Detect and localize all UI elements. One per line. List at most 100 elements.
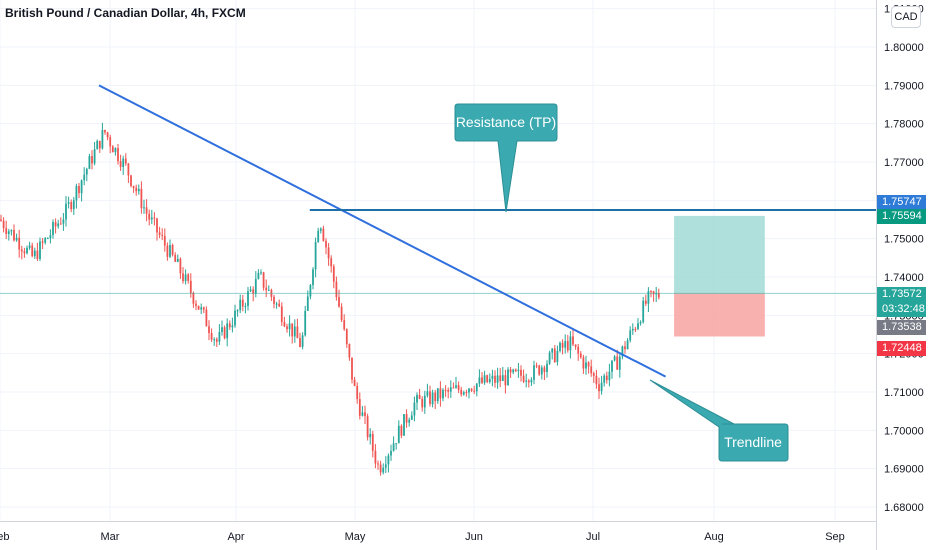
- candle-body: [98, 140, 101, 149]
- candle-body: [460, 389, 463, 395]
- currency-button[interactable]: CAD: [891, 6, 921, 28]
- trendline-callout[interactable]: Trendline: [649, 379, 789, 462]
- candle: [7, 228, 10, 241]
- candle: [486, 374, 489, 384]
- candle-body: [356, 385, 359, 400]
- candle: [444, 385, 447, 397]
- candle-body: [153, 217, 156, 219]
- candle-body: [395, 443, 398, 445]
- candle: [452, 382, 455, 389]
- candle: [171, 243, 174, 257]
- candle-body: [405, 414, 408, 423]
- candle-body: [470, 388, 473, 391]
- candle: [26, 245, 28, 255]
- candle: [416, 392, 418, 411]
- candle-body: [431, 392, 434, 405]
- candle: [512, 368, 515, 375]
- candle-body: [15, 237, 18, 241]
- candle: [46, 237, 49, 240]
- candle-body: [85, 168, 88, 175]
- candle-body: [514, 369, 517, 372]
- candle: [49, 229, 52, 244]
- candle-body: [265, 287, 268, 291]
- candle: [54, 218, 57, 234]
- candle: [595, 369, 598, 389]
- candle-body: [340, 306, 343, 321]
- candle-body: [195, 303, 197, 306]
- candle: [85, 167, 88, 182]
- candle-body: [605, 375, 608, 381]
- candle-body: [254, 278, 257, 294]
- candle: [236, 309, 239, 317]
- chart-title: British Pound / Canadian Dollar, 4h, FXC…: [5, 6, 246, 20]
- x-tick-label: Jun: [465, 531, 483, 543]
- candle: [543, 365, 546, 381]
- candle-body: [192, 292, 195, 304]
- candle: [101, 122, 104, 150]
- candle: [75, 183, 78, 209]
- candle: [566, 334, 569, 353]
- candle-body: [26, 247, 28, 254]
- candle: [585, 355, 587, 375]
- candle: [267, 285, 270, 291]
- candle: [501, 366, 504, 382]
- candle-body: [267, 289, 270, 291]
- y-tick-label: 1.71000: [884, 387, 924, 399]
- candle-body: [483, 375, 486, 383]
- candle: [390, 444, 392, 461]
- candle-body: [200, 307, 203, 310]
- candle-body: [283, 322, 286, 327]
- candle-body: [449, 387, 452, 392]
- candle-body: [286, 326, 288, 330]
- candle-body: [618, 356, 621, 370]
- candle-body: [189, 280, 192, 293]
- candle: [556, 345, 559, 366]
- candle-body: [143, 207, 145, 209]
- callouts[interactable]: Resistance (TP) Trendline: [454, 103, 789, 462]
- candle-body: [639, 322, 642, 324]
- candle: [80, 179, 83, 202]
- candle: [309, 284, 312, 300]
- candle-body: [57, 223, 60, 227]
- candle-body: [137, 188, 140, 192]
- candle-body: [327, 247, 330, 259]
- candle-body: [241, 299, 244, 307]
- candle: [215, 337, 218, 348]
- candle: [130, 174, 132, 188]
- candle: [553, 345, 556, 363]
- candle-body: [10, 230, 13, 232]
- candle-body: [390, 450, 392, 456]
- drawing-lines[interactable]: [0, 84, 876, 378]
- candle-body: [67, 202, 70, 204]
- candle-body: [176, 258, 179, 262]
- x-tick-label: Mar: [101, 531, 120, 543]
- y-tick-label: 1.77000: [884, 157, 924, 169]
- candle-body: [96, 140, 99, 150]
- candle-body: [166, 245, 169, 257]
- candle-body: [631, 328, 634, 331]
- resistance-callout[interactable]: Resistance (TP): [454, 103, 558, 213]
- candle: [634, 326, 637, 333]
- candle-body: [335, 281, 338, 298]
- candle: [468, 387, 470, 399]
- candle-body: [538, 365, 541, 375]
- candle: [317, 227, 320, 243]
- resistance-callout-shape: [454, 103, 558, 213]
- price-tag: 1.75747: [877, 195, 926, 210]
- candle-body: [104, 130, 106, 133]
- candle-body: [540, 367, 543, 375]
- candle-body: [533, 365, 535, 380]
- candle-body: [54, 222, 57, 227]
- candle-body: [551, 348, 554, 353]
- candle: [296, 318, 299, 339]
- candle: [384, 456, 387, 473]
- candle: [265, 279, 268, 298]
- candle: [18, 229, 21, 258]
- candle-body: [397, 425, 400, 444]
- candle: [460, 386, 463, 397]
- candle-body: [325, 240, 327, 248]
- candle: [436, 388, 439, 404]
- y-tick-label: 1.74000: [884, 272, 924, 284]
- chart-grid: [0, 0, 876, 521]
